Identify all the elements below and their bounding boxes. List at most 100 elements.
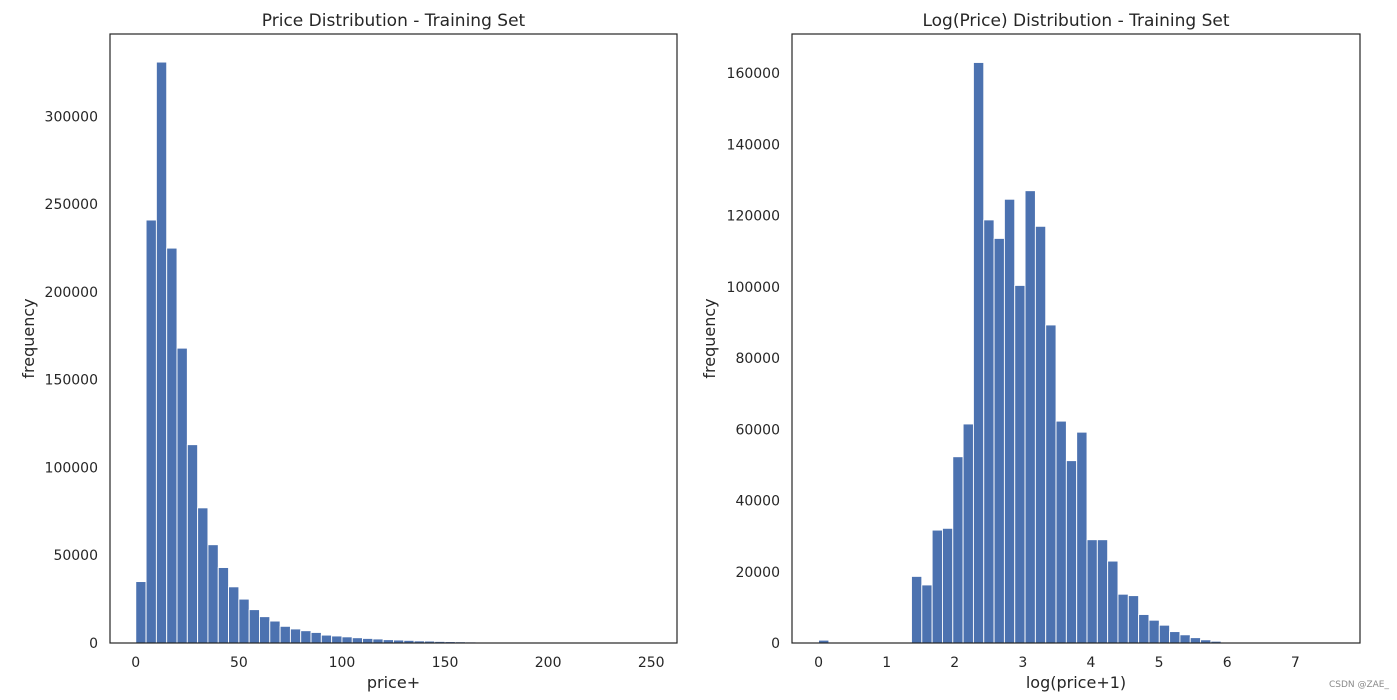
histogram-bar	[351, 637, 364, 644]
x-tick-label: 3	[1018, 655, 1027, 671]
x-tick-label: 7	[1291, 655, 1300, 671]
histogram-bar	[155, 61, 168, 644]
x-tick-label: 0	[814, 655, 823, 671]
histogram-bar	[1189, 637, 1202, 644]
y-tick-label: 100000	[727, 280, 780, 296]
y-axis-label: frequency	[700, 298, 719, 378]
y-axis-ticks: 0 50000 100000 150000 200000 250000 300000	[45, 109, 98, 652]
histogram-bar	[372, 638, 384, 644]
histogram-bar	[310, 632, 322, 644]
y-tick-label: 100000	[45, 460, 98, 476]
y-tick-label: 300000	[45, 109, 98, 125]
histogram-bar	[269, 620, 281, 644]
histogram-bar	[228, 586, 240, 644]
watermark: CSDN @ZAE_	[1328, 680, 1389, 690]
y-tick-label: 20000	[735, 565, 780, 581]
x-tick-label: 5	[1155, 655, 1164, 671]
x-tick-label: 2	[950, 655, 959, 671]
histogram-bar	[1127, 595, 1140, 644]
x-axis-label: price+	[367, 673, 420, 692]
y-tick-label: 50000	[53, 548, 98, 564]
x-axis-ticks: 0 1 2 3 4 5 6 7	[814, 655, 1300, 671]
histogram-bar	[1086, 539, 1098, 644]
x-tick-label: 200	[535, 655, 562, 671]
x-tick-label: 150	[432, 655, 459, 671]
histogram-bar	[289, 628, 302, 644]
y-tick-label: 0	[771, 636, 780, 652]
y-axis-ticks: 0 20000 40000 60000 80000 100000 120000 140000 1…	[727, 66, 780, 652]
y-tick-label: 0	[89, 636, 98, 652]
x-tick-label: 100	[329, 655, 356, 671]
histogram-bar	[300, 630, 312, 644]
price-histogram-panel: Price Distribution - Training Set 0 50000…	[19, 11, 678, 692]
histogram-bar	[197, 507, 209, 644]
histogram-bar	[145, 219, 157, 644]
log-price-histogram-panel: Log(Price) Distribution - Training Set 0…	[700, 11, 1361, 692]
histogram-bar	[1158, 624, 1171, 644]
histogram-bar	[248, 609, 260, 644]
y-tick-label: 160000	[727, 66, 780, 82]
y-tick-label: 200000	[45, 285, 98, 301]
histogram-bar	[176, 347, 188, 644]
histogram-bar	[259, 616, 271, 644]
histogram-bar	[962, 423, 974, 644]
histogram-bar	[135, 581, 147, 644]
histogram-bar	[972, 62, 985, 644]
y-axis-label: frequency	[19, 298, 38, 378]
x-axis-ticks: 0 50 100 150 200 250	[131, 655, 664, 671]
histogram-bar	[942, 527, 954, 644]
histogram-bar	[1076, 431, 1088, 644]
histogram-bar	[362, 637, 374, 644]
chart-title: Price Distribution - Training Set	[262, 11, 526, 31]
y-tick-label: 60000	[735, 422, 780, 438]
y-tick-label: 250000	[45, 197, 98, 213]
plot-frame	[109, 33, 678, 644]
histogram-bar	[320, 634, 333, 644]
histogram-bar	[279, 625, 291, 644]
histogram-bar	[1107, 560, 1119, 644]
bars-group	[135, 61, 652, 644]
bars-group	[818, 62, 1336, 644]
histogram-bar	[331, 635, 343, 644]
histogram-bar	[1096, 539, 1109, 644]
histogram-bar	[1148, 619, 1160, 644]
histogram-bar	[1024, 190, 1036, 644]
plot-frame	[791, 33, 1361, 644]
histogram-bar	[1117, 593, 1129, 644]
histogram-bar	[166, 247, 178, 644]
histogram-bar	[1003, 198, 1016, 644]
histogram-bar	[341, 636, 353, 644]
histogram-bar	[1055, 420, 1067, 644]
y-tick-label: 40000	[735, 494, 780, 510]
chart-title: Log(Price) Distribution - Training Set	[922, 11, 1229, 31]
histogram-bar	[983, 219, 995, 644]
histogram-bar	[186, 444, 199, 644]
x-tick-label: 6	[1223, 655, 1232, 671]
histogram-bar	[217, 567, 230, 644]
histogram-bar	[921, 584, 933, 644]
histogram-bar	[1045, 324, 1057, 644]
histogram-bar	[931, 529, 943, 644]
histogram-bar	[1014, 284, 1026, 644]
y-tick-label: 80000	[735, 351, 780, 367]
x-axis-label: log(price+1)	[1026, 673, 1126, 692]
histogram-bar	[952, 456, 964, 644]
x-tick-label: 1	[882, 655, 891, 671]
y-tick-label: 140000	[727, 137, 780, 153]
y-tick-label: 150000	[45, 373, 98, 389]
histogram-bar	[1169, 631, 1181, 644]
x-tick-label: 50	[230, 655, 248, 671]
x-tick-label: 4	[1087, 655, 1096, 671]
x-tick-label: 250	[638, 655, 665, 671]
histogram-bar	[238, 598, 250, 644]
histogram-bar	[1138, 614, 1150, 644]
histogram-bar	[1179, 634, 1191, 644]
histogram-bar	[911, 575, 923, 644]
histogram-bar	[207, 544, 219, 644]
histogram-bar	[1065, 460, 1078, 644]
x-tick-label: 0	[131, 655, 140, 671]
histogram-bar	[993, 237, 1005, 644]
y-tick-label: 120000	[727, 209, 780, 225]
histogram-bar	[1034, 225, 1047, 644]
